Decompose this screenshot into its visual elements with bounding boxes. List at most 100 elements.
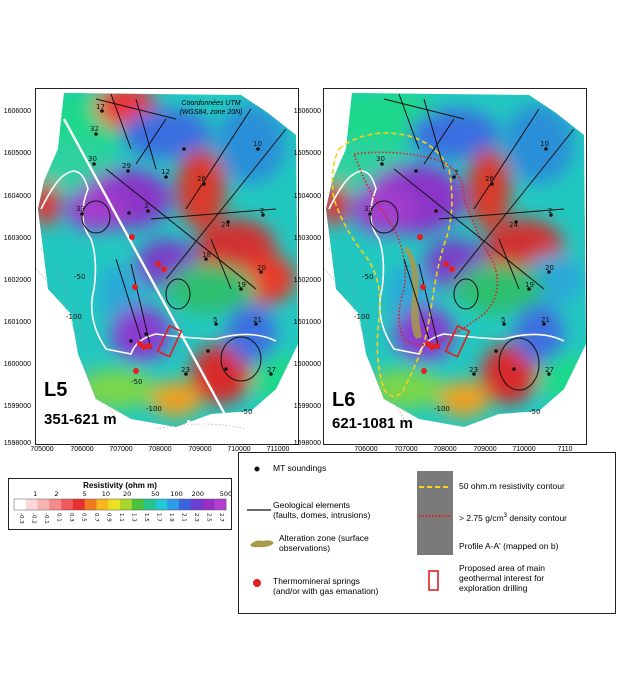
x-tick: 706000 [70, 446, 94, 453]
resistivity-map-l5: 17 32 30 29 12 10 26 33 3 24 2 18 20 19 … [36, 93, 298, 444]
scale-swatch [25, 499, 38, 510]
sounding-label: 29 [122, 162, 131, 170]
sounding-label: 21 [541, 316, 550, 324]
scale-top-label: 200 [192, 490, 204, 498]
alteration-zone [404, 247, 422, 339]
x-tick: 708000 [148, 446, 172, 453]
mt-sounding-icon [254, 466, 260, 472]
scale-swatch [14, 499, 27, 510]
proposed-area-l6 [444, 324, 471, 358]
contour-label: -50 [131, 378, 142, 386]
scale-swatch [202, 499, 215, 510]
sounding-label: 20 [257, 264, 266, 272]
y-tick: 1602000 [3, 277, 31, 284]
scale-bottom-label: 0.5 [81, 513, 87, 522]
y-tick: 1599000 [293, 403, 321, 410]
sounding-label: 24 [509, 221, 518, 229]
scale-bottom-label: 1.7 [155, 513, 161, 522]
scale-bottom-label: -0.2 [31, 513, 37, 524]
sounding-label: 23 [469, 366, 478, 374]
scale-swatch [190, 499, 203, 510]
legend-mt-soundings: MT soundings [273, 463, 327, 473]
panel-depth-l5: 351-621 m [44, 411, 117, 428]
scale-bottom-label: 2.3 [193, 513, 199, 522]
sounding-label: 5 [213, 316, 217, 324]
contour-label: -50 [529, 408, 540, 416]
mt-soundings-l6 [368, 147, 553, 376]
sounding-label: 27 [267, 366, 276, 374]
legend-alteration: Alteration zone (surface observations) [279, 533, 369, 553]
map-legend: MT soundings Geological elements (faults… [238, 452, 616, 614]
contour-label: -100 [434, 405, 450, 413]
resistivity-map-l6: 30 10 26 33 24 2 20 19 5 21 7 23 27 -50 … [324, 93, 586, 427]
panel-label-l6: L6 [332, 389, 356, 411]
sounding-label: 32 [90, 125, 99, 133]
y-tick: 1598000 [3, 440, 31, 447]
thermomineral-springs-l5 [129, 234, 167, 374]
scale-bottom-label: 2.1 [180, 513, 186, 522]
scale-swatch [108, 499, 121, 510]
contour-label: -100 [146, 405, 162, 413]
scale-top-label: 500 [220, 490, 231, 498]
scale-top-label: 5 [83, 490, 87, 498]
mt-soundings-l5 [80, 109, 273, 376]
scale-title: Resistivity (ohm m) [83, 481, 157, 490]
scale-swatch [155, 499, 168, 510]
thermomineral-springs-l6 [417, 234, 455, 374]
geological-line-icon [247, 509, 271, 511]
sounding-label: 33 [76, 205, 85, 213]
scale-swatch [72, 499, 85, 510]
sounding-label: 5 [501, 316, 505, 324]
scale-swatch [178, 499, 191, 510]
profile-swatch [417, 471, 453, 555]
legend-contour50: 50 ohm.m resistivity contour [459, 481, 565, 491]
legend-profile: Profile A-A' (mapped on b) [459, 541, 559, 551]
y-tick: 1601000 [293, 319, 321, 326]
scale-swatch [84, 499, 97, 510]
scale-top-label: 2 [54, 490, 58, 498]
y-tick: 1603000 [3, 235, 31, 242]
legend-alteration-line1: Alteration zone (surface [279, 533, 369, 543]
sounding-label: 26 [197, 175, 206, 183]
scale-top-label: 100 [170, 490, 182, 498]
sounding-label: 2 [260, 207, 264, 215]
alteration-zone-icon [250, 540, 274, 548]
legend-geological: Geological elements (faults, domes, intr… [273, 500, 370, 520]
sounding-label: 10 [540, 140, 549, 148]
panel-label-l5: L5 [44, 379, 68, 401]
y-tick: 1605000 [293, 150, 321, 157]
legend-springs: Thermomineral springs (and/or with gas e… [273, 576, 378, 596]
scale-swatch [96, 499, 109, 510]
scale-bottom-label: -0.1 [43, 513, 49, 524]
y-tick: 1599000 [3, 403, 31, 410]
scale-bottom-label: 2.7 [218, 513, 224, 522]
y-tick: 1603000 [293, 235, 321, 242]
y-tick: 1602000 [293, 277, 321, 284]
sounding-label: 24 [221, 221, 230, 229]
legend-proposed-line1: Proposed area of main [459, 563, 545, 573]
y-tick: 1605000 [3, 150, 31, 157]
scale-bottom-label: 1.1 [118, 513, 124, 522]
profile-label-aa: A-A' [184, 417, 211, 432]
sounding-label: 30 [88, 155, 97, 163]
scale-swatch [120, 499, 133, 510]
panel-depth-l6: 621-1081 m [332, 415, 413, 432]
sounding-label: 33 [364, 205, 373, 213]
scale-outline [13, 498, 227, 511]
scale-swatch [167, 499, 180, 510]
scale-swatch [214, 499, 227, 510]
legend-proposed-line2: geothermal interest for [459, 573, 545, 583]
x-tick: 707000 [109, 446, 133, 453]
coordinate-note: Coordonnées UTM (WGS84, zone 20N) [156, 99, 266, 117]
sounding-label: 7 [454, 169, 458, 177]
scale-top-label: 1 [33, 490, 37, 498]
sounding-label: 19 [525, 281, 534, 289]
scale-bottom-label: 1.9 [168, 513, 174, 522]
contour-label: -50 [362, 273, 373, 281]
x-tick: 710000 [227, 446, 251, 453]
sounding-label: 20 [545, 264, 554, 272]
y-tick: 1604000 [3, 193, 31, 200]
sounding-label: 12 [161, 168, 170, 176]
scale-swatch [131, 499, 144, 510]
y-tick: 1598000 [293, 440, 321, 447]
